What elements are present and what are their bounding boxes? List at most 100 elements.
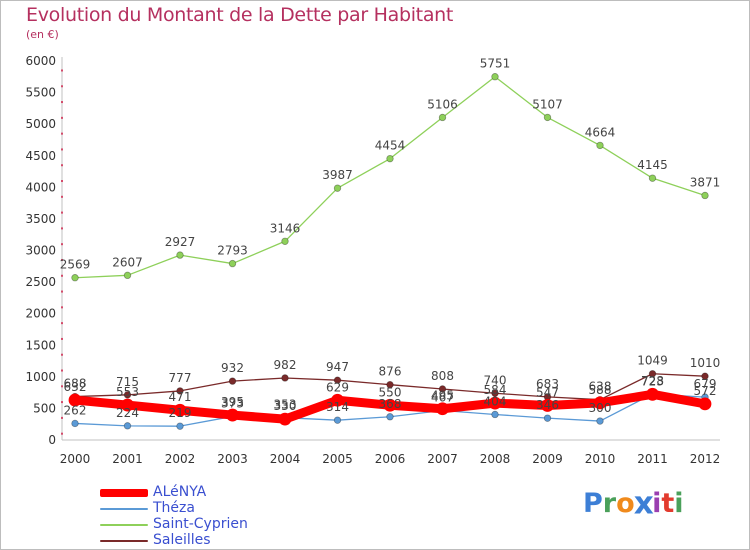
data-point <box>491 410 499 419</box>
data-point <box>646 387 659 401</box>
data-point <box>543 113 552 122</box>
data-label: 5751 <box>480 57 511 71</box>
data-label: 550 <box>379 385 402 399</box>
data-point <box>698 397 712 411</box>
y-minor-tick <box>61 258 63 261</box>
data-label: 368 <box>379 397 402 411</box>
data-labels-layer: 2569 2607 2927 2793 3146 3987 4454 5106 5751 5107… <box>60 57 721 420</box>
y-minor-tick <box>61 337 63 340</box>
y-tick-label: 5500 <box>25 86 56 100</box>
chart-title: Evolution du Montant de la Dette par Hab… <box>26 4 454 26</box>
data-label: 715 <box>116 375 139 389</box>
data-label: 4454 <box>375 139 406 153</box>
data-label: 5106 <box>427 97 458 111</box>
y-minor-tick <box>61 243 63 246</box>
legend-swatch <box>100 540 148 542</box>
y-tick-label: 4500 <box>25 149 56 163</box>
data-label: 373 <box>221 396 244 410</box>
data-label: 947 <box>326 360 349 374</box>
legend-swatch <box>100 489 148 497</box>
y-minor-tick <box>61 85 63 88</box>
data-label: 4145 <box>637 158 668 172</box>
x-tick-label: 2010 <box>585 452 616 466</box>
data-point <box>123 271 132 280</box>
y-minor-tick <box>61 416 63 419</box>
x-tick-label: 2009 <box>532 452 563 466</box>
data-point <box>436 402 449 416</box>
data-point <box>596 141 604 150</box>
data-label: 728 <box>641 374 664 388</box>
data-label: 2569 <box>60 258 91 272</box>
data-label: 723 <box>641 374 664 388</box>
logo-letter: i <box>652 488 662 519</box>
data-label: 219 <box>169 406 192 420</box>
data-label: 2793 <box>217 244 248 258</box>
data-label: 1010 <box>690 356 721 370</box>
data-point <box>491 389 499 397</box>
data-label: 404 <box>484 394 507 408</box>
y-tick-label: 2000 <box>25 307 56 321</box>
data-point <box>386 380 394 389</box>
data-label: 572 <box>694 384 717 398</box>
data-label: 1049 <box>637 354 668 368</box>
legend-swatch <box>100 524 148 526</box>
chart-axes: 0 500 1000 1500 2000 2500 3000 3500 4000 4500 5000… <box>25 54 720 466</box>
y-minor-tick <box>61 369 63 372</box>
data-point <box>648 370 657 378</box>
x-tick-label: 2003 <box>217 452 248 466</box>
data-label: 3146 <box>270 221 301 235</box>
data-point <box>386 154 394 163</box>
x-tick-label: 2001 <box>112 452 143 466</box>
data-label: 584 <box>484 383 507 397</box>
x-tick-label: 2011 <box>637 452 668 466</box>
y-minor-tick <box>61 69 63 72</box>
data-point <box>281 237 289 245</box>
data-point <box>491 73 499 81</box>
y-minor-tick <box>61 101 63 104</box>
data-point <box>333 416 342 424</box>
data-point <box>438 113 447 122</box>
data-point <box>596 417 604 425</box>
data-label: 982 <box>274 358 297 372</box>
y-minor-tick <box>61 353 63 356</box>
data-label: 683 <box>536 377 559 391</box>
data-point <box>541 399 554 412</box>
logo-letter: t <box>661 488 675 519</box>
legend-label: Saleilles <box>153 532 211 548</box>
data-label: 314 <box>326 400 349 414</box>
data-label: 3871 <box>690 175 721 189</box>
data-point <box>701 372 709 380</box>
x-tick-label: 2000 <box>60 452 91 466</box>
data-label: 629 <box>326 380 349 394</box>
data-point <box>176 422 184 430</box>
data-point <box>228 259 237 268</box>
legend-label: Théza <box>153 500 195 516</box>
data-point <box>438 385 447 393</box>
data-point <box>71 419 79 428</box>
data-point <box>333 184 342 192</box>
data-point <box>176 387 184 395</box>
data-label: 553 <box>116 385 139 399</box>
data-label: 688 <box>64 377 87 391</box>
data-label: 5107 <box>532 97 563 111</box>
y-tick-label: 1500 <box>25 338 56 352</box>
logo-letter: i <box>674 488 684 519</box>
proxiti-logo: Proxiti <box>583 485 684 522</box>
logo-letter: P <box>583 488 603 519</box>
y-tick-label: 0 <box>48 433 56 447</box>
y-tick-label: 3500 <box>25 212 56 226</box>
data-point <box>593 396 607 410</box>
data-point <box>386 413 394 421</box>
x-tick-label: 2005 <box>322 452 353 466</box>
logo-letter: r <box>602 488 617 519</box>
y-minor-tick <box>61 290 63 293</box>
logo-letter: x <box>633 485 654 522</box>
y-minor-tick <box>61 164 63 167</box>
data-label: 467 <box>431 391 454 405</box>
data-point <box>278 412 292 426</box>
data-point <box>68 393 82 407</box>
y-tick-label: 4000 <box>25 180 56 194</box>
data-label: 224 <box>116 406 139 420</box>
x-tick-label: 2008 <box>480 452 511 466</box>
